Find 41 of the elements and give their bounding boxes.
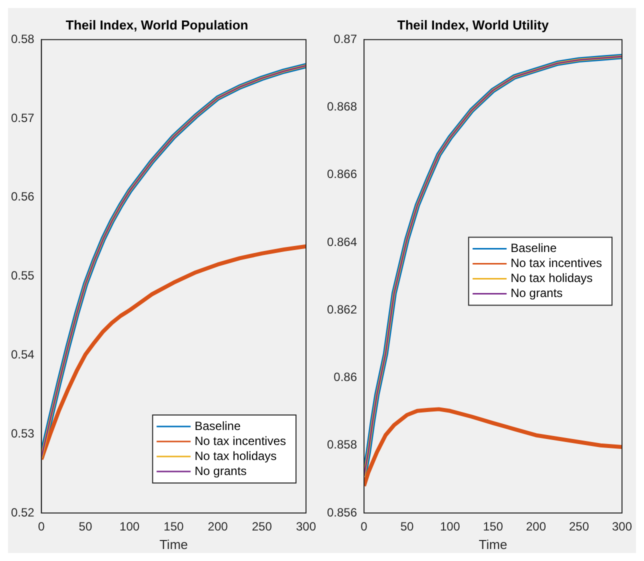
x-axis-title: Time bbox=[478, 536, 508, 552]
y-tick-label: 0.858 bbox=[327, 438, 358, 452]
chart-title: Theil Index, World Utility bbox=[397, 17, 550, 32]
x-tick-label: 250 bbox=[252, 520, 272, 534]
x-tick-label: 50 bbox=[400, 520, 414, 534]
x-axis-title: Time bbox=[159, 536, 188, 552]
y-tick-label: 0.55 bbox=[10, 268, 35, 283]
x-tick-label: 200 bbox=[526, 520, 546, 534]
chart-title: Theil Index, World Population bbox=[66, 17, 248, 32]
legend-label: No tax incentives bbox=[510, 256, 602, 270]
x-tick-label: 0 bbox=[38, 520, 46, 534]
x-tick-label: 150 bbox=[164, 520, 184, 534]
y-tick-label: 0.86 bbox=[334, 370, 358, 384]
y-tick-label: 0.56 bbox=[10, 190, 35, 204]
legend-label: No tax holidays bbox=[194, 448, 277, 463]
y-tick-label: 0.52 bbox=[10, 505, 35, 520]
y-tick-label: 0.87 bbox=[334, 32, 358, 46]
x-tick-label: 200 bbox=[208, 520, 228, 534]
legend-label: No tax holidays bbox=[510, 271, 593, 286]
x-tick-label: 0 bbox=[360, 520, 368, 534]
legend-label: Baseline bbox=[194, 418, 241, 433]
x-tick-label: 250 bbox=[568, 520, 590, 534]
legend-label: No grants bbox=[510, 286, 563, 300]
x-tick-label: 50 bbox=[78, 520, 92, 534]
x-tick-label: 300 bbox=[612, 520, 632, 534]
y-tick-label: 0.57 bbox=[10, 110, 35, 125]
y-tick-label: 0.862 bbox=[327, 302, 358, 316]
x-tick-label: 100 bbox=[120, 520, 140, 534]
x-tick-label: 100 bbox=[440, 520, 460, 534]
y-tick-label: 0.866 bbox=[327, 167, 358, 182]
legend-label: Baseline bbox=[510, 241, 557, 256]
legend-label: No tax incentives bbox=[194, 434, 286, 448]
y-tick-label: 0.53 bbox=[10, 426, 35, 440]
y-tick-label: 0.54 bbox=[10, 348, 35, 362]
y-tick-label: 0.864 bbox=[327, 234, 358, 249]
y-tick-label: 0.58 bbox=[10, 32, 35, 46]
x-tick-label: 150 bbox=[483, 520, 504, 534]
x-tick-label: 300 bbox=[296, 520, 316, 534]
legend-label: No grants bbox=[194, 464, 247, 478]
y-tick-label: 0.856 bbox=[327, 505, 358, 520]
y-tick-label: 0.868 bbox=[327, 100, 358, 114]
